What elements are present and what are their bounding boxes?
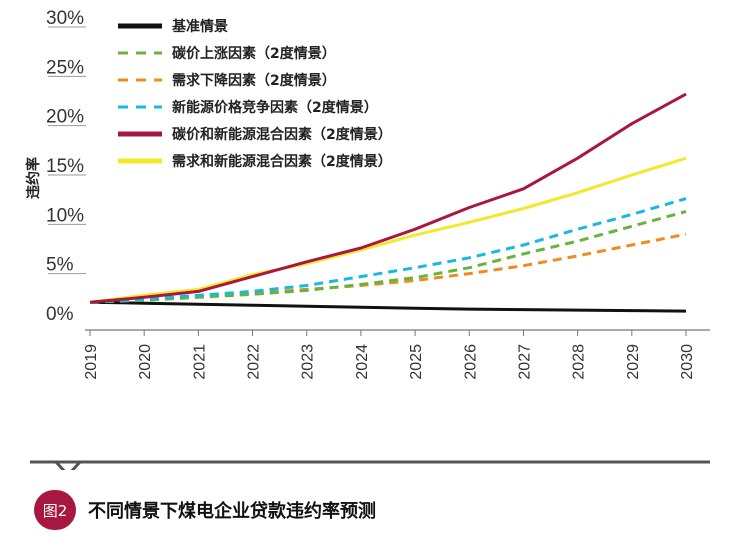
x-tick-label: 2027 — [516, 344, 533, 380]
y-tick-label: 30% — [46, 8, 84, 29]
x-tick-label: 2029 — [625, 344, 642, 380]
x-tick-label: 2022 — [246, 344, 263, 380]
legend-label: 基准情景 — [172, 18, 228, 35]
x-tick-label: 2023 — [300, 344, 317, 380]
divider-notch-icon — [54, 460, 82, 470]
y-gridlines — [48, 26, 86, 275]
series-line — [89, 210, 687, 304]
y-tick-label: 25% — [46, 57, 84, 78]
series-line — [89, 232, 687, 304]
legend-label: 需求下降因素（2度情景） — [172, 72, 336, 89]
y-tick-label: 20% — [46, 107, 84, 128]
y-tick-labels: 0% 5% 10% 15% 20% 25% 30% — [46, 8, 84, 325]
x-tick-label: 2028 — [571, 344, 588, 380]
figure-caption: 不同情景下煤电企业贷款违约率预测 — [88, 501, 376, 522]
x-tick-label: 2019 — [83, 344, 100, 380]
series-lines — [89, 92, 687, 313]
x-tick-label: 2021 — [191, 344, 208, 380]
y-tick-label: 15% — [46, 156, 84, 177]
legend-label: 需求和新能源混合因素（2度情景） — [172, 153, 392, 170]
figure-badge: 图2 — [34, 490, 76, 530]
x-tick-label: 2020 — [137, 344, 154, 380]
x-tick-label: 2026 — [462, 344, 479, 380]
series-line — [89, 156, 687, 304]
x-tick-label: 2024 — [354, 344, 371, 380]
y-tick-label: 5% — [46, 255, 74, 276]
legend-label: 碳价和新能源混合因素（2度情景） — [172, 126, 392, 143]
series-line — [89, 300, 687, 313]
legend-label: 碳价上涨因素（2度情景） — [172, 45, 336, 62]
x-tick-label: 2030 — [679, 344, 696, 380]
x-tick-label: 2025 — [408, 344, 425, 380]
y-tick-label: 10% — [46, 205, 84, 226]
y-tick-label: 0% — [46, 304, 74, 325]
figure-caption-row: 图2 不同情景下煤电企业贷款违约率预测 — [34, 490, 376, 530]
legend-label: 新能源价格竞争因素（2度情景） — [172, 99, 378, 116]
series-line — [89, 92, 687, 304]
x-tick-labels: 2019 2020 2021 2022 2023 2024 2025 2026 2027 2028… — [83, 330, 696, 380]
chart-area: 违约率 0% 5% 10% 15% 20% 25% 30% 2019 2020 2021 2022… — [25, 8, 710, 470]
series-line — [89, 197, 687, 304]
y-axis-label: 违约率 — [25, 157, 42, 199]
